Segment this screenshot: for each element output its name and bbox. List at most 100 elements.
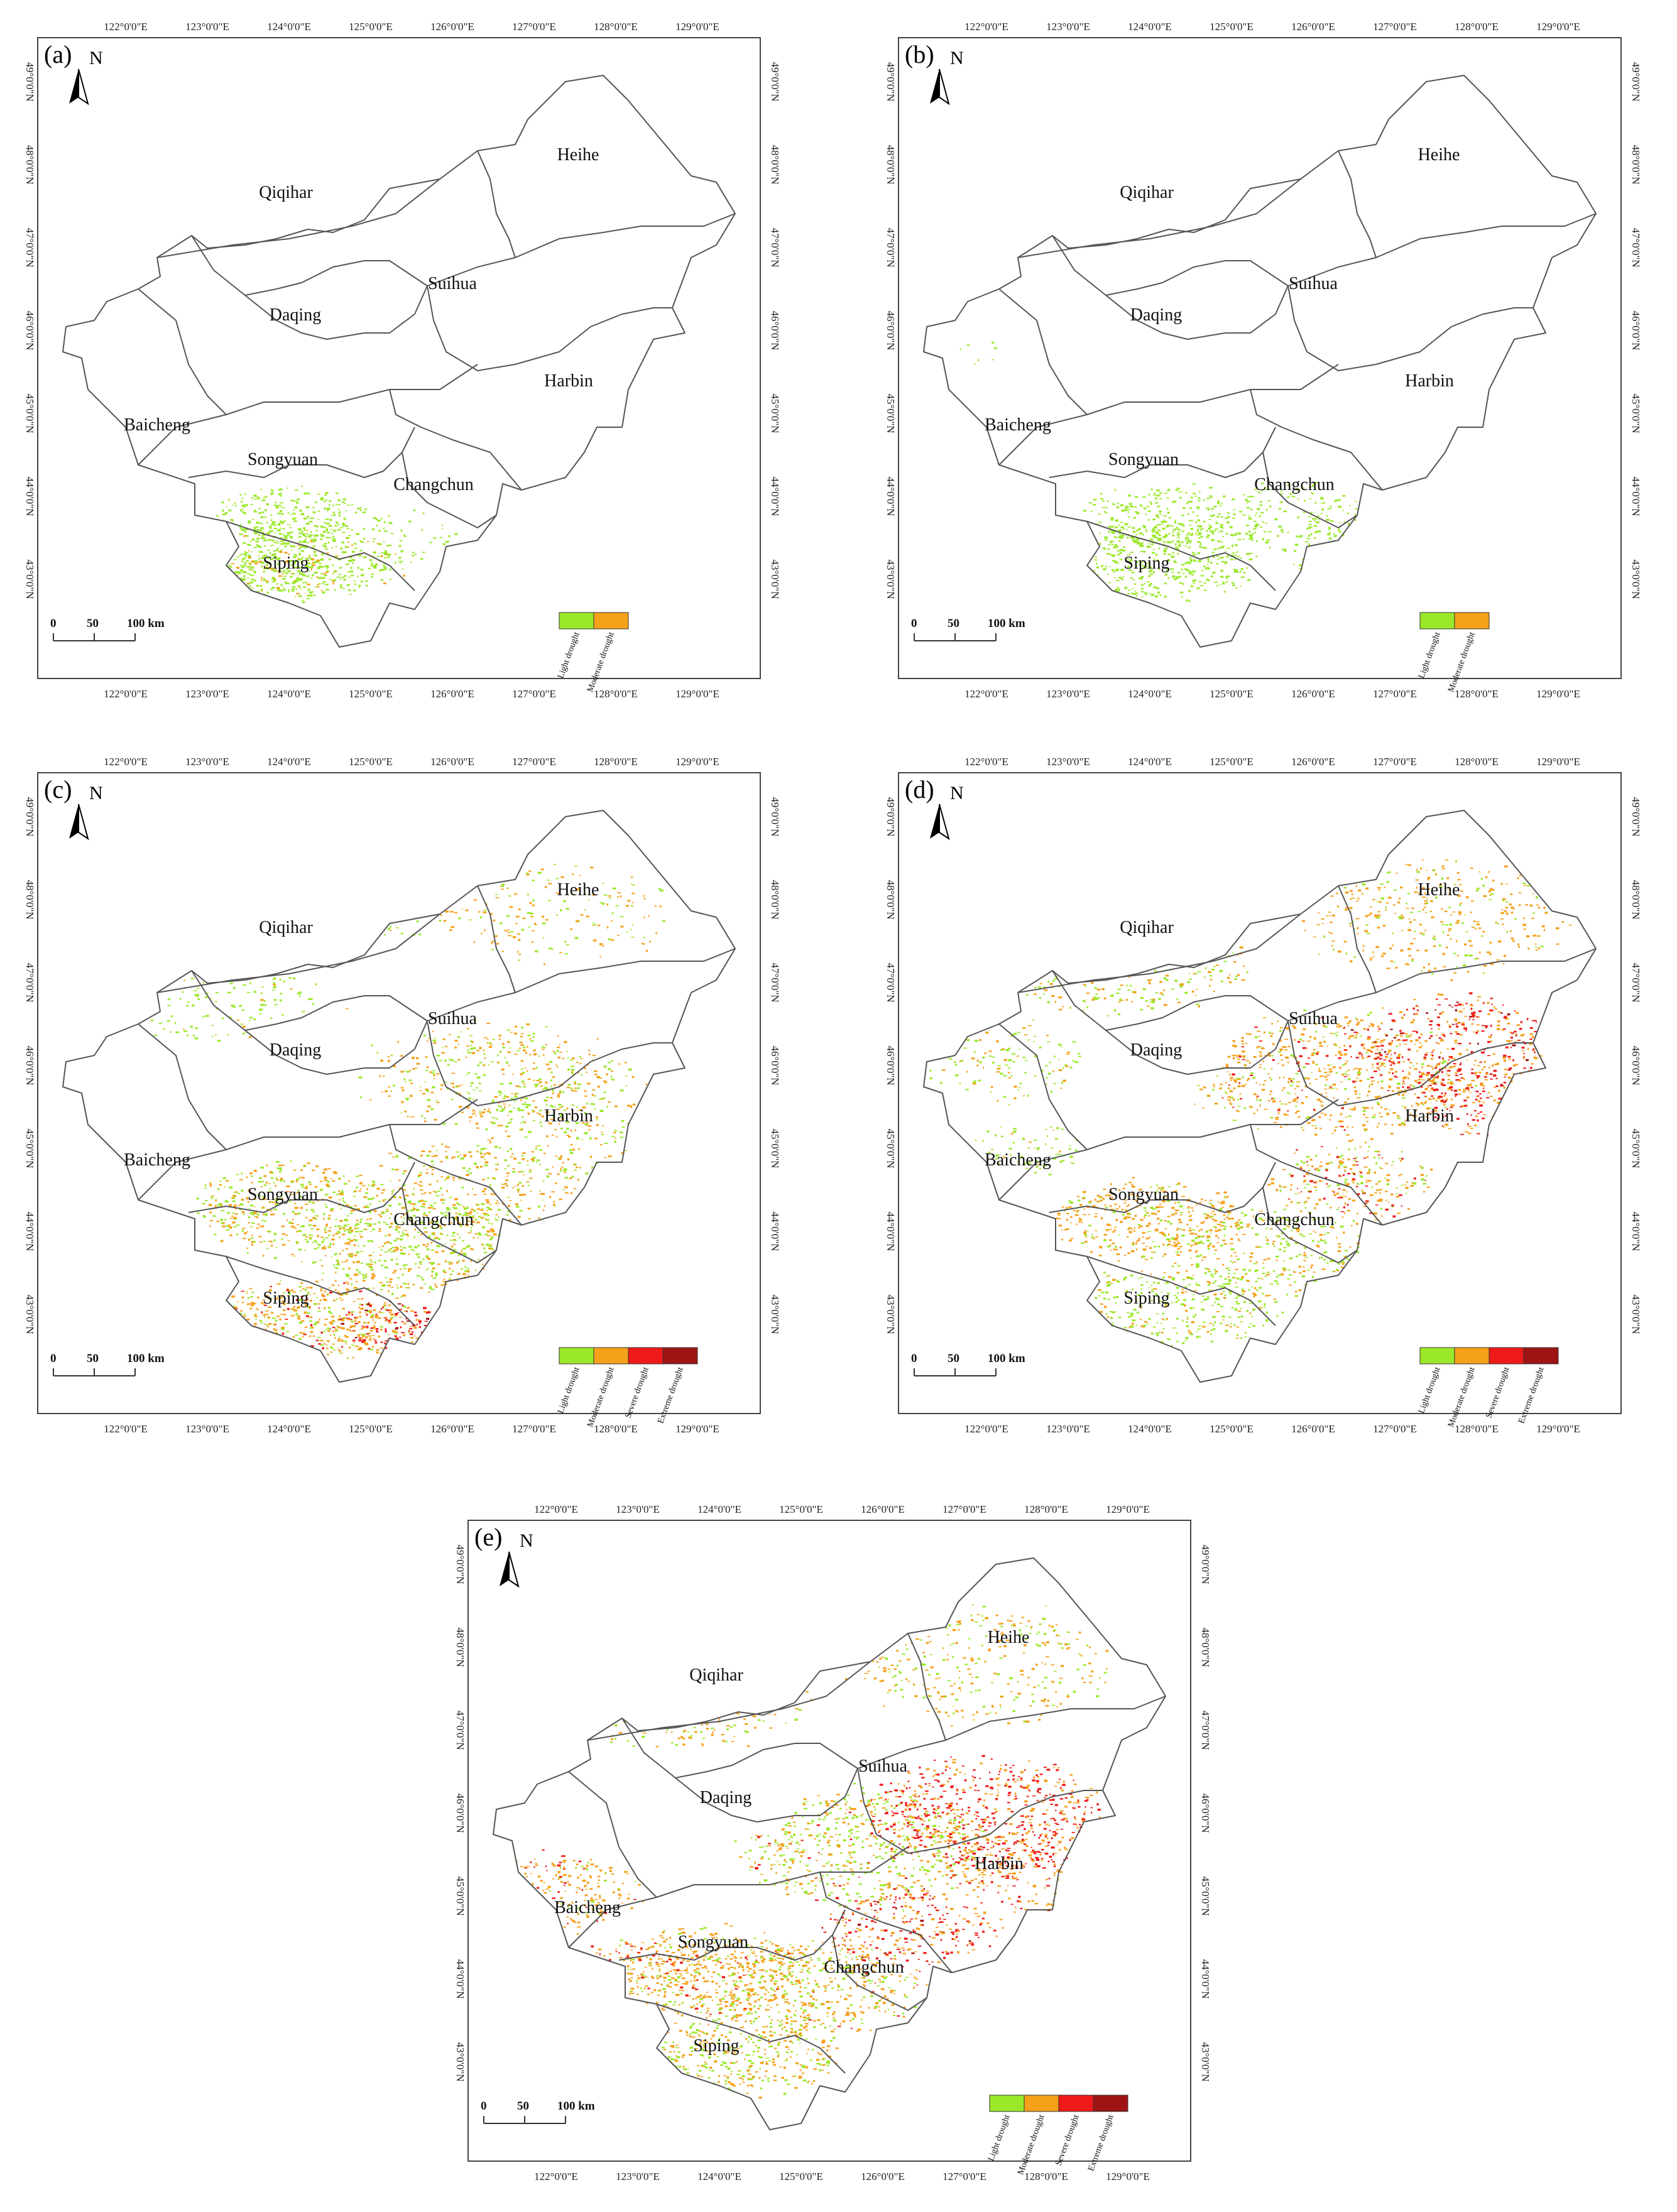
latitude-tick-left: 49°0'0"N [885,797,897,836]
latitude-tick-left: 43°0'0"N [885,559,897,599]
longitude-tick-bottom: 124°0'0"E [267,688,311,700]
longitude-tick-top: 123°0'0"E [1046,21,1090,33]
latitude-tick-left: 45°0'0"N [885,1128,897,1168]
city-label: Songyuan [1108,1185,1179,1204]
longitude-tick-bottom: 124°0'0"E [1128,688,1172,700]
longitude-tick-top: 126°0'0"E [430,756,474,768]
city-label: Heihe [988,1628,1030,1647]
latitude-tick-left: 43°0'0"N [454,2042,466,2081]
longitude-tick-top: 127°0'0"E [512,756,556,768]
longitude-tick-bottom: 129°0'0"E [675,1423,719,1435]
longitude-tick-top: 124°0'0"E [267,21,311,33]
latitude-tick-left: 44°0'0"N [24,1211,36,1251]
latitude-tick-left: 48°0'0"N [24,144,36,184]
city-label: Songyuan [1108,450,1179,469]
prefecture-boundary [1049,1162,1276,1213]
region-outline [923,75,1597,648]
prefecture-boundary [477,150,516,258]
longitude-tick-bottom: 129°0'0"E [1536,1423,1580,1435]
longitude-tick-bottom: 123°0'0"E [185,688,229,700]
city-label: Daqing [700,1788,751,1807]
scale-tick-0: 0 [911,617,917,630]
prefecture-boundary [1017,178,1301,258]
latitude-tick-left: 48°0'0"N [885,144,897,184]
legend-swatch [1058,2095,1094,2112]
scale-tick-50: 50 [517,2100,529,2113]
latitude-tick-left: 44°0'0"N [885,1211,897,1251]
prefecture-boundary [587,1661,871,1741]
latitude-tick-left: 46°0'0"N [885,1045,897,1085]
longitude-tick-bottom: 123°0'0"E [1046,688,1090,700]
longitude-tick-top: 122°0'0"E [534,1503,578,1515]
drought-pixels [959,342,1358,602]
region-outline [923,810,1597,1383]
latitude-tick-right: 45°0'0"N [1199,1876,1211,1915]
latitude-tick-left: 49°0'0"N [454,1544,466,1584]
legend-swatch [593,612,629,629]
scale-tick-50: 50 [948,617,959,630]
north-label: N [89,783,103,804]
latitude-tick-right: 46°0'0"N [1199,1793,1211,1833]
longitude-tick-bottom: 126°0'0"E [430,1423,474,1435]
city-label: Baicheng [554,1898,621,1917]
longitude-tick-bottom: 123°0'0"E [185,1423,229,1435]
longitude-tick-top: 126°0'0"E [861,1503,905,1515]
legend-swatch [1523,1347,1559,1365]
prefecture-boundary [1338,885,1377,993]
drought-pixels [150,864,665,1359]
longitude-tick-top: 129°0'0"E [675,21,719,33]
drought-pixels [929,859,1572,1346]
city-label: Baicheng [124,1150,190,1170]
prefecture-boundary [427,1020,672,1106]
prefecture-boundary [998,1099,1339,1201]
prefecture-boundary [1262,1187,1358,1263]
prefecture-boundary [226,1256,415,1326]
prefecture-boundary [477,885,516,993]
legend-swatch [1489,1347,1524,1365]
longitude-tick-top: 126°0'0"E [1291,756,1335,768]
scale-tick-50: 50 [87,1352,99,1365]
prefecture-boundary [907,1633,946,1741]
panel-d: 122°0'0"E 122°0'0"E 123°0'0"E 123°0'0"E 124°… [885,756,1642,1435]
prefecture-boundary [226,521,415,591]
latitude-tick-left: 46°0'0"N [454,1793,466,1833]
latitude-tick-left: 46°0'0"N [24,1045,36,1085]
latitude-tick-left: 43°0'0"N [24,559,36,599]
city-label: Songyuan [248,1185,318,1204]
longitude-tick-top: 124°0'0"E [697,1503,741,1515]
legend-swatch [593,1347,629,1365]
legend-swatch [559,612,594,629]
legend-swatch [989,2095,1025,2112]
north-arrow-icon [69,804,89,841]
prefecture-boundary [244,260,428,296]
latitude-tick-right: 46°0'0"N [769,1045,781,1085]
prefecture-boundary [1287,285,1533,371]
city-label: Changchun [393,475,474,494]
longitude-tick-bottom: 127°0'0"E [512,1423,556,1435]
panel-label: (d) [905,775,934,804]
longitude-tick-top: 127°0'0"E [1373,756,1417,768]
longitude-tick-top: 126°0'0"E [1291,21,1335,33]
latitude-tick-left: 46°0'0"N [885,310,897,350]
city-label: Siping [263,1289,309,1308]
latitude-tick-left: 49°0'0"N [24,62,36,101]
latitude-tick-left: 44°0'0"N [454,1959,466,1998]
legend-swatch [559,1347,594,1365]
longitude-tick-bottom: 122°0'0"E [964,688,1008,700]
prefecture-boundary [156,913,440,993]
scale-tick-0: 0 [481,2100,487,2113]
longitude-tick-bottom: 125°0'0"E [779,2171,823,2182]
latitude-tick-right: 45°0'0"N [1630,1128,1642,1168]
latitude-tick-left: 43°0'0"N [24,1294,36,1334]
longitude-tick-bottom: 126°0'0"E [1291,1423,1335,1435]
latitude-tick-right: 47°0'0"N [1630,962,1642,1002]
prefecture-boundary [832,1934,927,2011]
region-outline [62,75,736,648]
latitude-tick-right: 43°0'0"N [769,559,781,599]
longitude-tick-bottom: 128°0'0"E [594,1423,638,1435]
latitude-tick-right: 49°0'0"N [1199,1544,1211,1584]
prefecture-boundary [188,427,415,478]
longitude-tick-bottom: 122°0'0"E [964,1423,1008,1435]
city-label: Baicheng [985,1150,1051,1170]
latitude-tick-right: 45°0'0"N [1630,393,1642,433]
